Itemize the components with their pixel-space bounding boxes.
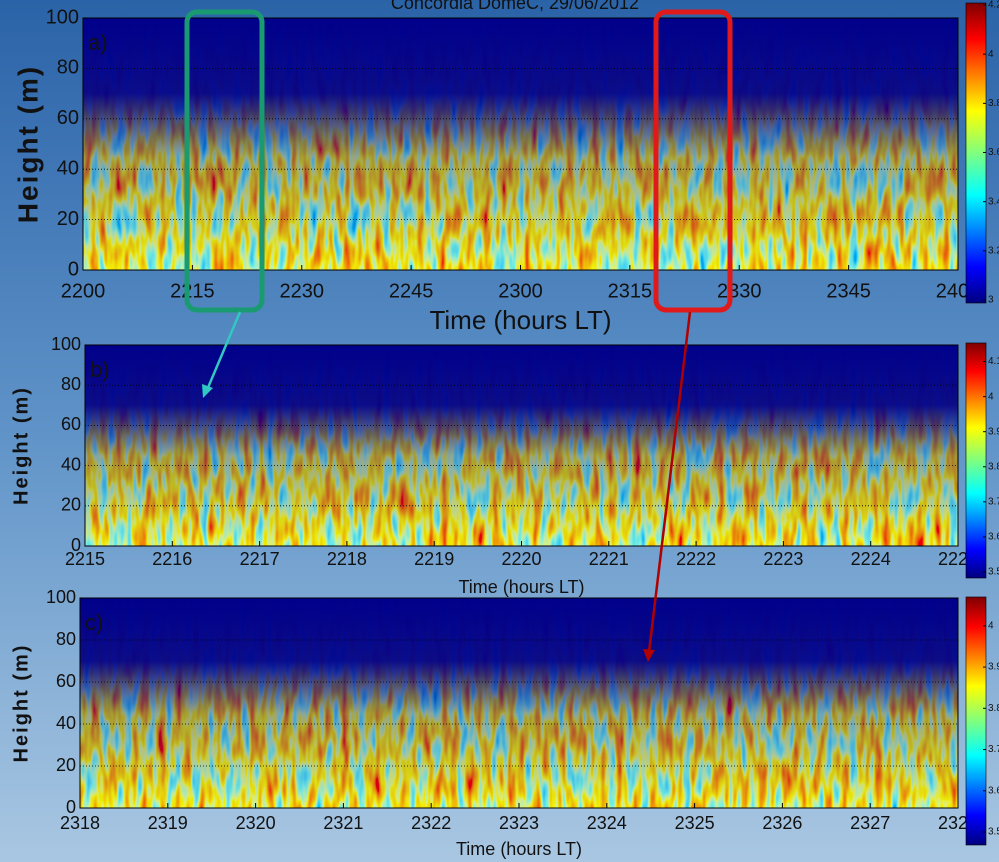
x-tick-label: 2222 [676, 549, 716, 569]
colorbar-tick-label: 4 [988, 621, 994, 632]
y-tick-label: 100 [46, 6, 79, 28]
heatmap-field [80, 598, 958, 808]
colorbar-tick-label: 3.7 [988, 496, 999, 507]
x-tick-label: 2217 [240, 549, 280, 569]
chart-title: Concordia DomeC, 29/06/2012 [391, 0, 639, 13]
x-tick-label: 2321 [323, 813, 363, 833]
y-tick-label: 100 [46, 587, 76, 607]
colorbar-tick-label: 3.8 [988, 703, 999, 714]
colorbar-tick-label: 4 [988, 391, 994, 402]
y-tick-label: 80 [57, 57, 79, 79]
x-tick-label: 2320 [236, 813, 276, 833]
y-tick-label: 0 [68, 258, 79, 280]
colorbar-tick-label: 4 [988, 49, 994, 60]
colorbar-tick-label: 3.5 [988, 567, 999, 578]
y-tick-label: 80 [61, 374, 81, 394]
x-tick-label: 2223 [763, 549, 803, 569]
x-tick-label: 2327 [850, 813, 890, 833]
page: {"chart_data": [ {"type": "heatmap", "ti… [0, 0, 999, 862]
y-tick-label: 40 [56, 713, 76, 733]
colorbar-tick-label: 4.1 [988, 356, 999, 367]
y-tick-label: 100 [51, 334, 81, 354]
x-tick-label: 2224 [851, 549, 891, 569]
x-tick-label: 2216 [152, 549, 192, 569]
colorbar [966, 597, 986, 845]
colorbar-tick-label: 3.9 [988, 662, 999, 673]
x-tick-label: 2318 [60, 813, 100, 833]
y-tick-label: 60 [57, 107, 79, 129]
colorbar-tick-label: 3.5 [988, 827, 999, 838]
y-tick-label: 20 [57, 208, 79, 230]
heatmap-field [83, 18, 958, 270]
colorbar-tick-label: 3.2 [988, 245, 999, 256]
x-tick-label: 2323 [499, 813, 539, 833]
x-tick-label: 2315 [608, 280, 653, 302]
x-tick-label: 2230 [280, 280, 325, 302]
colorbar-tick-label: 3.6 [988, 785, 999, 796]
x-tick-label: 2215 [65, 549, 105, 569]
y-tick-label: 40 [57, 157, 79, 179]
y-tick-label: 20 [61, 495, 81, 515]
x-tick-label: 2218 [327, 549, 367, 569]
y-axis-label: Height (m) [10, 386, 32, 505]
x-axis-label: Time (hours LT) [456, 839, 582, 859]
colorbar-tick-label: 3.8 [988, 461, 999, 472]
colorbar-tick-label: 3 [988, 295, 994, 306]
colorbar-tick-label: 3.6 [988, 147, 999, 158]
x-tick-label: 2345 [826, 280, 871, 302]
y-tick-label: 60 [61, 414, 81, 434]
x-tick-label: 2322 [411, 813, 451, 833]
panel-label: c) [85, 610, 103, 635]
panel-label: b) [90, 357, 110, 382]
heatmap-field [85, 345, 958, 546]
y-axis-label: Height (m) [12, 65, 43, 223]
y-tick-label: 20 [56, 755, 76, 775]
colorbar-tick-label: 3.6 [988, 532, 999, 543]
x-tick-label: 2326 [762, 813, 802, 833]
y-tick-label: 80 [56, 629, 76, 649]
y-tick-label: 60 [56, 671, 76, 691]
x-tick-label: 2300 [498, 280, 543, 302]
y-tick-label: 40 [61, 454, 81, 474]
x-tick-label: 2325 [675, 813, 715, 833]
colorbar-tick-label: 3.8 [988, 98, 999, 109]
x-axis-label: Time (hours LT) [458, 577, 584, 597]
colorbar-tick-label: 4.2 [988, 0, 999, 11]
figure: 0 20 40 60 80 100 2200 2215 2230 2245 2300 2315 2330… [0, 0, 999, 862]
x-tick-label: 2324 [587, 813, 627, 833]
colorbar-tick-label: 3.9 [988, 426, 999, 437]
x-tick-label: 2319 [148, 813, 188, 833]
y-axis-label: Height (m) [10, 644, 32, 763]
x-tick-label: 2245 [389, 280, 434, 302]
x-tick-label: 2219 [414, 549, 454, 569]
colorbar-tick-label: 3.7 [988, 744, 999, 755]
x-tick-label: 2215 [170, 280, 215, 302]
colorbar [966, 343, 986, 578]
panels: 0 20 40 60 80 100 2200 2215 2230 2245 2300 2315 2330… [10, 0, 999, 859]
colorbar-tick-label: 3.4 [988, 196, 999, 207]
x-tick-label: 2220 [501, 549, 541, 569]
panel-label: a) [88, 30, 108, 55]
x-axis-label: Time (hours LT) [429, 305, 611, 335]
x-tick-label: 2221 [589, 549, 629, 569]
x-tick-label: 2330 [717, 280, 762, 302]
x-tick-label: 2200 [61, 280, 106, 302]
